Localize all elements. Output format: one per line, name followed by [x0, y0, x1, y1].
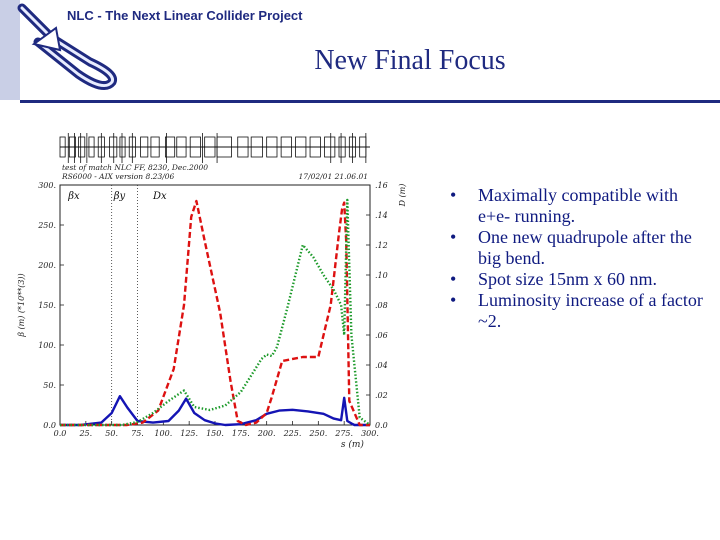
y-left-tick-label: 100. — [38, 341, 56, 350]
x-tick-label: 300. — [361, 429, 379, 438]
legend-entry: βx — [67, 191, 80, 202]
series-line-βx — [60, 395, 370, 427]
beamline-magnet — [237, 136, 249, 158]
beamline-magnet — [150, 136, 160, 158]
beamline-magnet — [280, 136, 292, 158]
sidebar-strip — [0, 0, 20, 100]
bullet-dot: • — [450, 269, 457, 289]
beamline-magnet — [309, 136, 321, 158]
slide-title: New Final Focus — [314, 45, 506, 76]
beamline-magnet — [338, 136, 346, 158]
bullet-dot: • — [450, 185, 457, 205]
y-left-tick-label: 250. — [37, 221, 56, 230]
plot-header-right: 17/02/01 21.06.01 — [299, 172, 368, 181]
y-left-tick-label: 0.0 — [43, 421, 56, 430]
y-right-tick-label: .10 — [375, 271, 388, 280]
bullet-item: • Maximally compatible with e+e- running. — [450, 185, 710, 227]
bullet-dot: • — [450, 290, 457, 310]
x-tick-label: 75. — [131, 429, 144, 438]
beamline-magnet — [140, 136, 149, 158]
beamline-magnet — [68, 136, 76, 158]
y-right-tick-label: .04 — [375, 361, 388, 370]
beamline-magnet — [324, 136, 336, 158]
bullet-item: • One new quadrupole after the big bend. — [450, 227, 710, 269]
plot-labels: 0.0 25. 50. 75. 100. 125. 150. 175. 200. 225. 250.… — [17, 163, 407, 450]
beamline-magnet — [88, 136, 95, 158]
bullet-item: • Spot size 15nm x 60 nm. — [450, 269, 710, 290]
y-right-tick-label: .12 — [375, 241, 388, 250]
x-tick-label: 225. — [283, 429, 302, 438]
project-title: NLC - The Next Linear Collider Project — [67, 8, 303, 23]
header-rule — [20, 100, 720, 103]
beamline-magnet — [266, 136, 278, 158]
x-tick-label: 175. — [232, 429, 250, 438]
beamline-magnet — [59, 136, 66, 158]
x-tick-label: 0.0 — [54, 429, 67, 438]
y-right-tick-label: .02 — [375, 391, 388, 400]
y-right-tick-label: .16 — [375, 181, 388, 190]
y-left-tick-label: 300. — [38, 181, 56, 190]
plot-frame — [59, 184, 371, 426]
x-axis-label: s (m) — [341, 439, 365, 450]
x-tick-label: 150. — [206, 429, 224, 438]
beamline-magnet — [109, 136, 118, 158]
beamline-magnet — [250, 136, 263, 158]
beamline-magnet — [176, 136, 187, 158]
y-right-tick-label: .08 — [375, 301, 388, 310]
y-right-tick-label: .14 — [375, 211, 388, 220]
y-right-tick-label: .06 — [375, 331, 388, 340]
x-tick-label: 100. — [154, 429, 172, 438]
y-right-tick-label: 0.0 — [375, 421, 388, 430]
bullet-text: Maximally compatible with e+e- running. — [478, 185, 678, 226]
nlc-logo — [17, 3, 117, 91]
x-tick-label: 25. — [78, 429, 92, 438]
bullet-text: Luminosity increase of a factor ~2. — [478, 290, 703, 331]
beamline-magnet — [164, 136, 176, 158]
beamline-magnet — [119, 136, 126, 158]
y-left-tick-label: 50. — [43, 381, 56, 390]
x-tick-label: 275. — [334, 429, 353, 438]
bullet-text: Spot size 15nm x 60 nm. — [478, 269, 657, 289]
plot-axes — [59, 184, 371, 426]
beamline-magnet — [295, 136, 307, 158]
plot-header-left: RS6000 - AIX version 8.23/06 — [61, 172, 175, 181]
bullet-item: • Luminosity increase of a factor ~2. — [450, 290, 710, 332]
beamline-elements — [59, 133, 370, 163]
plot-series — [60, 198, 371, 427]
x-tick-label: 250. — [308, 429, 327, 438]
x-tick-label: 50. — [105, 429, 118, 438]
series-line-βy — [60, 199, 370, 427]
beamline-magnet — [189, 136, 201, 158]
beta-function-plot: 0.0 25. 50. 75. 100. 125. 150. 175. 200. 225. 250.… — [17, 133, 407, 450]
y-right-axis-label: D (m) — [398, 184, 407, 208]
series-line-Dx — [60, 198, 371, 427]
y-left-axis-label: β (m) (*10**(3)) — [17, 273, 26, 337]
bullet-list: • Maximally compatible with e+e- running.… — [450, 185, 710, 332]
y-left-tick-label: 150. — [38, 301, 56, 310]
legend-entry: βy — [113, 191, 126, 202]
x-tick-label: 200. — [257, 429, 276, 438]
x-tick-label: 125. — [180, 429, 198, 438]
plot-header-left: test of match NLC FF, 8230, Dec.2000 — [62, 163, 208, 172]
beamline-magnet — [78, 136, 86, 158]
legend-entry: Dx — [152, 191, 167, 202]
bullet-text: One new quadrupole after the big bend. — [478, 227, 692, 268]
bullet-dot: • — [450, 227, 457, 247]
y-left-tick-label: 200. — [37, 261, 56, 270]
beamline-magnet — [204, 136, 216, 158]
